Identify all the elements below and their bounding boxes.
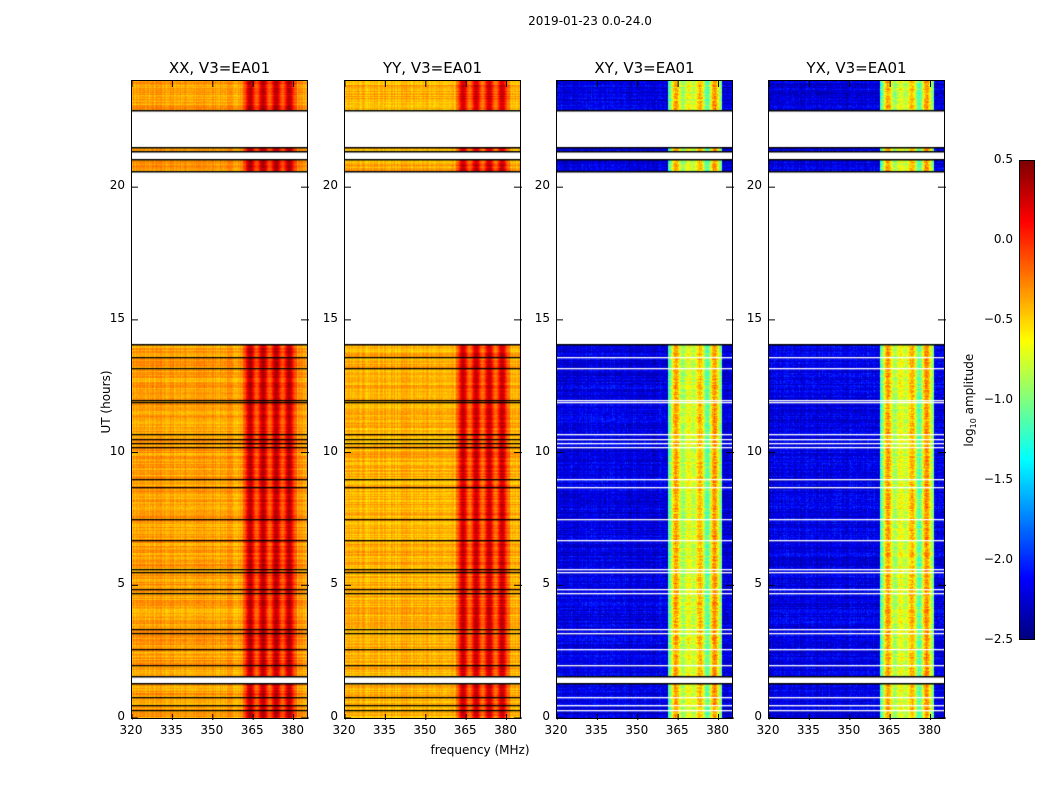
y-tick-label: 10 (534, 443, 550, 458)
colorbar-tick-label: −2.0 (983, 552, 1013, 566)
x-tick-label: 350 (837, 723, 861, 737)
panel-title: XY, V3=EA01 (594, 59, 695, 77)
y-tick-label: 0 (330, 709, 338, 723)
y-tick-label: 5 (117, 576, 125, 591)
y-tick-label: 20 (109, 178, 125, 193)
x-tick-label: 380 (281, 723, 304, 737)
y-tick-label: 15 (746, 310, 762, 325)
x-tick-label: 350 (625, 723, 649, 737)
heatmap-cells (557, 81, 732, 718)
panel-title: YY, V3=EA01 (382, 59, 483, 77)
y-tick-label: 20 (322, 178, 338, 193)
panel-title: YX, V3=EA01 (806, 59, 907, 77)
x-tick-label: 335 (372, 723, 396, 737)
colorbar-tick-label: 0.0 (993, 232, 1013, 246)
x-tick-label: 320 (332, 723, 356, 737)
x-tick-label: 380 (494, 723, 517, 737)
y-tick-label: 0 (117, 709, 125, 723)
heatmap-cells (345, 81, 520, 718)
x-tick-label: 350 (413, 723, 437, 737)
x-tick-label: 350 (200, 723, 224, 737)
y-tick-label: 5 (330, 576, 338, 591)
y-tick-label: 20 (746, 178, 762, 193)
x-tick-label: 365 (665, 723, 689, 737)
x-tick-label: 335 (584, 723, 608, 737)
colorbar-tick-label: −0.5 (983, 312, 1013, 326)
y-tick-label: 10 (746, 443, 762, 458)
colorbar-tick-label: −2.5 (983, 632, 1013, 646)
y-tick-label: 10 (109, 443, 125, 458)
x-axis-label: frequency (MHz) (430, 743, 530, 757)
y-axis-label: UT (hours) (99, 370, 113, 434)
x-tick-label: 365 (453, 723, 477, 737)
panel-title: XX, V3=EA01 (168, 59, 271, 77)
x-tick-label: 380 (918, 723, 941, 737)
y-tick-label: 15 (109, 310, 125, 325)
x-tick-label: 320 (119, 723, 143, 737)
y-tick-label: 15 (322, 310, 338, 325)
y-tick-label: 20 (534, 178, 550, 193)
x-tick-label: 320 (756, 723, 780, 737)
x-tick-label: 335 (796, 723, 820, 737)
figure-title: 2019-01-23 0.0-24.0 (528, 14, 652, 28)
heatmap-cells (769, 81, 944, 718)
x-tick-label: 365 (240, 723, 264, 737)
colorbar (1019, 160, 1035, 640)
y-tick-label: 0 (754, 709, 762, 723)
heatmap-panel (131, 80, 309, 720)
heatmap-panel (344, 80, 522, 720)
y-tick-label: 5 (542, 576, 550, 591)
heatmap-panel (768, 80, 946, 720)
heatmap-panel (556, 80, 734, 720)
y-tick-label: 15 (534, 310, 550, 325)
colorbar-tick-label: −1.0 (983, 392, 1013, 406)
colorbar-tick-label: −1.5 (983, 472, 1013, 486)
heatmap-cells (132, 81, 307, 718)
colorbar-tick-label: 0.5 (993, 152, 1013, 166)
x-tick-label: 365 (877, 723, 901, 737)
y-tick-label: 10 (322, 443, 338, 458)
x-tick-label: 335 (159, 723, 183, 737)
x-tick-label: 380 (706, 723, 729, 737)
y-tick-label: 5 (754, 576, 762, 591)
x-tick-label: 320 (544, 723, 568, 737)
y-tick-label: 0 (542, 709, 550, 723)
